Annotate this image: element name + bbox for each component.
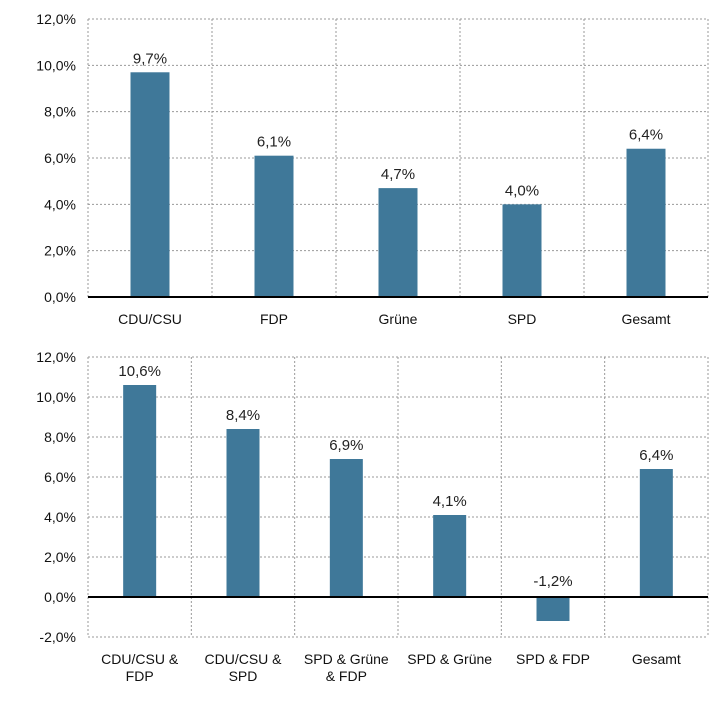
y-tick-label: 2,0% — [44, 243, 76, 259]
y-tick-label: 0,0% — [44, 589, 76, 605]
bar — [536, 597, 570, 621]
bar — [226, 429, 260, 597]
x-tick-label: Grüne — [379, 311, 418, 327]
y-tick-label: 8,0% — [44, 429, 76, 445]
y-tick-label: -2,0% — [39, 629, 76, 645]
x-tick-label: SPD & Grüne — [407, 651, 492, 667]
data-label: 6,4% — [639, 447, 673, 464]
data-label: 8,4% — [226, 407, 260, 424]
data-label: 6,1% — [257, 134, 291, 151]
data-label: 4,7% — [381, 166, 415, 183]
bar — [502, 204, 542, 297]
bar — [433, 515, 467, 597]
y-tick-label: 6,0% — [44, 150, 76, 166]
y-tick-label: 6,0% — [44, 469, 76, 485]
data-label: 4,0% — [505, 182, 539, 199]
y-tick-label: 10,0% — [36, 389, 76, 405]
y-tick-label: 10,0% — [36, 57, 76, 73]
y-tick-label: 0,0% — [44, 289, 76, 305]
x-tick-label: SPD — [508, 311, 537, 327]
x-tick-label: SPD & Grüne & FDP — [304, 651, 389, 684]
y-tick-label: 2,0% — [44, 549, 76, 565]
bar — [254, 155, 294, 297]
data-label: 6,9% — [329, 437, 363, 454]
bar — [639, 469, 673, 597]
y-tick-label: 4,0% — [44, 509, 76, 525]
x-tick-label: Gesamt — [632, 651, 681, 667]
y-tick-label: 8,0% — [44, 104, 76, 120]
x-tick-label: SPD & FDP — [516, 651, 590, 667]
data-label: 4,1% — [433, 493, 467, 510]
x-tick-label: FDP — [260, 311, 288, 327]
chart-bottom-coalition-bars: -2,0% 0,0% 2,0% 4,0% 6,0% 8,0% 10,0% 12,0% 10,6%… — [36, 349, 709, 684]
y-tick-label: 12,0% — [36, 349, 76, 365]
x-tick-label: CDU/CSU & FDP — [101, 651, 179, 684]
chart-top-party-bars: 0,0% 2,0% 4,0% 6,0% 8,0% 10,0% 12,0% 9,7% CDU/CS… — [36, 11, 709, 327]
data-label: -1,2% — [533, 573, 572, 590]
bar — [378, 188, 418, 297]
bar — [626, 148, 666, 297]
bar — [329, 459, 363, 597]
y-tick-label: 4,0% — [44, 196, 76, 212]
x-tick-label: Gesamt — [621, 311, 670, 327]
data-label: 9,7% — [133, 50, 167, 67]
x-tick-label: CDU/CSU & SPD — [204, 651, 282, 684]
y-tick-label: 12,0% — [36, 11, 76, 27]
bar — [123, 385, 157, 597]
data-label: 10,6% — [118, 363, 161, 380]
x-tick-label: CDU/CSU — [118, 311, 182, 327]
data-label: 6,4% — [629, 127, 663, 144]
bar — [130, 72, 170, 298]
